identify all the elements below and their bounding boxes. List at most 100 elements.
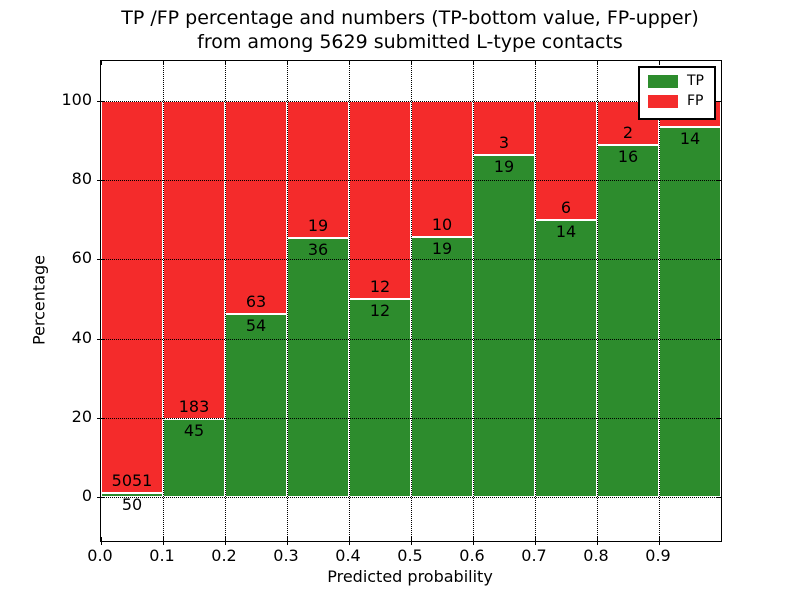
x-tick-mark-top xyxy=(163,61,164,65)
x-tick-label: 0.1 xyxy=(149,546,175,565)
x-gridline xyxy=(163,61,164,541)
bar-fp-segment xyxy=(411,100,473,238)
x-tick-mark xyxy=(101,537,102,545)
x-tick-mark xyxy=(535,537,536,545)
x-tick-mark xyxy=(473,537,474,545)
x-tick-label: 0.9 xyxy=(645,546,671,565)
y-tick-mark xyxy=(97,180,105,181)
y-tick-mark xyxy=(97,338,105,340)
x-tick-label: 0.8 xyxy=(583,546,609,565)
tp-color-swatch xyxy=(648,75,678,88)
tp-count-label: 12 xyxy=(369,301,391,321)
fp-count-label: 183 xyxy=(178,397,210,417)
y-tick-label: 60 xyxy=(71,248,92,268)
y-tick-mark-right xyxy=(717,259,721,261)
x-tick-label: 0.7 xyxy=(521,546,547,565)
x-tick-mark xyxy=(411,537,412,545)
tp-count-label: 36 xyxy=(307,239,329,259)
bar-tp-segment xyxy=(349,299,411,498)
legend: TP FP xyxy=(638,66,716,120)
y-tick-label: 0 xyxy=(81,486,92,506)
x-gridline xyxy=(535,61,536,541)
x-tick-mark xyxy=(597,537,598,545)
y-tick-mark-right xyxy=(717,497,721,499)
x-tick-mark xyxy=(349,537,350,545)
x-tick-label: 0.2 xyxy=(211,546,237,565)
y-tick-label: 40 xyxy=(71,327,92,347)
bar-tp-segment xyxy=(411,237,473,498)
legend-item-fp: FP xyxy=(648,94,704,109)
x-gridline xyxy=(287,61,288,541)
bar-tp-segment xyxy=(163,419,225,498)
fp-count-label: 10 xyxy=(431,215,453,235)
fp-count-label: 3 xyxy=(498,132,510,152)
x-tick-mark-top xyxy=(473,61,474,65)
bar-tp-segment xyxy=(659,127,721,498)
x-tick-label: 0.5 xyxy=(397,546,423,565)
y-tick-mark xyxy=(97,259,105,261)
bar-tp-segment xyxy=(473,154,535,498)
x-tick-mark-top xyxy=(101,61,102,65)
y-tick-mark-right xyxy=(717,180,721,181)
bar-fp-segment xyxy=(349,100,411,299)
x-gridline xyxy=(411,61,412,541)
y-tick-mark-right xyxy=(717,418,721,420)
bar-tp-segment xyxy=(597,144,659,498)
chart-title: TP /FP percentage and numbers (TP-bottom… xyxy=(100,6,720,54)
fp-count-label: 63 xyxy=(245,292,267,312)
y-tick-mark-right xyxy=(717,338,721,340)
x-axis-label: Predicted probability xyxy=(327,567,493,586)
bar-fp-segment xyxy=(225,100,287,315)
fp-color-swatch xyxy=(648,95,678,108)
y-tick-label: 80 xyxy=(71,169,92,188)
y-tick-label: 20 xyxy=(71,407,92,427)
plot-area: TP FP 5051 50 183 45 63 54 19 36 12 12 10 19 3 19 6 14 2… xyxy=(97,60,722,545)
x-tick-mark xyxy=(225,537,226,545)
legend-label-tp: TP xyxy=(687,73,704,89)
fp-count-label: 19 xyxy=(307,215,329,235)
bar-fp-segment xyxy=(101,100,163,494)
bar-tp-segment xyxy=(535,219,597,498)
legend-item-tp: TP xyxy=(648,74,704,89)
x-tick-label: 0.3 xyxy=(273,546,299,565)
x-tick-mark xyxy=(659,537,660,545)
tp-count-label: 54 xyxy=(245,316,267,336)
tp-count-label: 50 xyxy=(121,495,143,515)
x-tick-mark-top xyxy=(659,61,660,65)
fp-count-label: 5051 xyxy=(111,471,153,491)
fp-count-label: 6 xyxy=(560,197,572,217)
y-tick-mark xyxy=(97,100,105,102)
x-tick-label: 0.6 xyxy=(459,546,485,565)
bar-tp-segment xyxy=(287,237,349,498)
tp-count-label: 14 xyxy=(679,129,701,149)
y-tick-mark xyxy=(97,418,105,420)
x-tick-label: 0.4 xyxy=(335,546,361,565)
x-tick-mark-top xyxy=(287,61,288,65)
tp-count-label: 19 xyxy=(431,239,453,259)
x-gridline xyxy=(349,61,350,541)
x-tick-mark xyxy=(163,537,164,545)
fp-count-label: 2 xyxy=(622,122,634,142)
legend-label-fp: FP xyxy=(687,93,704,109)
x-gridline xyxy=(597,61,598,541)
tp-count-label: 19 xyxy=(493,156,515,176)
bar-fp-segment xyxy=(535,100,597,220)
tp-count-label: 14 xyxy=(555,221,577,241)
bar-tp-segment xyxy=(225,314,287,498)
x-tick-mark xyxy=(287,537,288,545)
x-tick-mark-top xyxy=(349,61,350,65)
x-tick-mark-top xyxy=(225,61,226,65)
y-tick-mark xyxy=(97,497,105,499)
bar-tp-segment xyxy=(101,493,163,498)
chart-title-line1: TP /FP percentage and numbers (TP-bottom… xyxy=(121,7,699,29)
tp-count-label: 16 xyxy=(617,146,639,166)
x-tick-mark-top xyxy=(411,61,412,65)
x-gridline xyxy=(659,61,660,541)
y-tick-mark-right xyxy=(717,100,721,102)
x-gridline xyxy=(473,61,474,541)
x-tick-label: 0.0 xyxy=(87,546,113,565)
x-tick-mark-top xyxy=(597,61,598,65)
chart-title-line2: from among 5629 submitted L-type contact… xyxy=(197,31,623,53)
tp-count-label: 45 xyxy=(183,421,205,441)
